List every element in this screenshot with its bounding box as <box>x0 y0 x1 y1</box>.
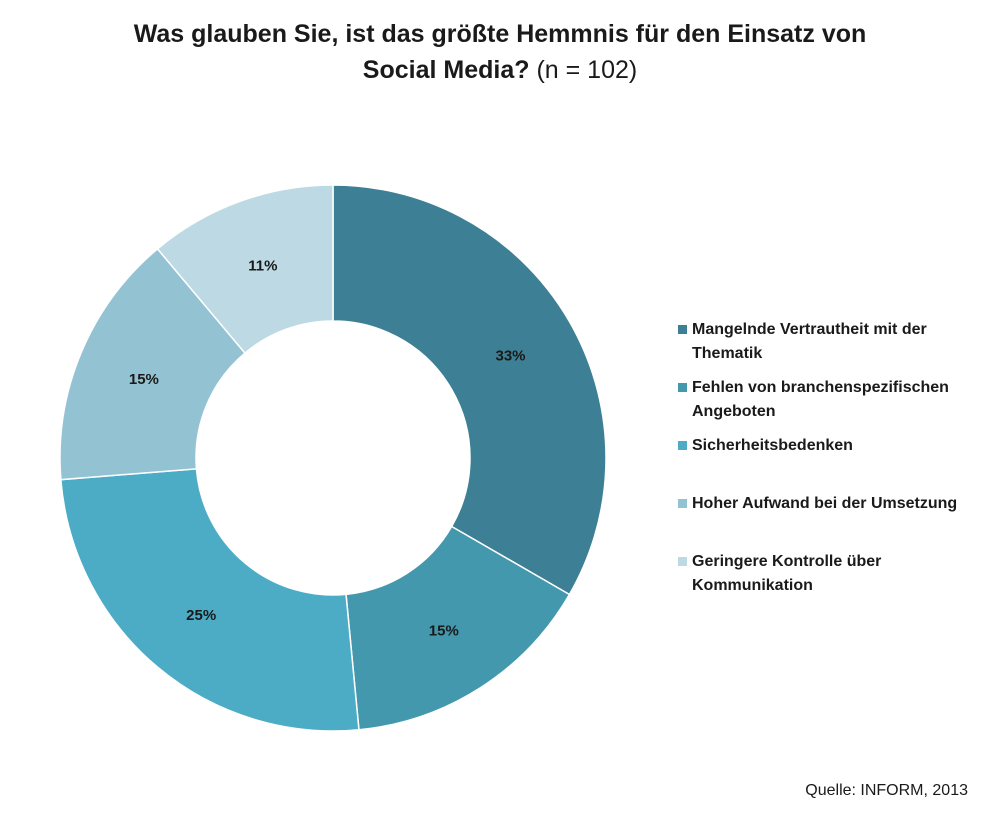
legend-swatch <box>678 441 687 450</box>
legend-swatch <box>678 499 687 508</box>
legend-item-sicherheit: Sicherheitsbedenken <box>678 434 993 458</box>
chart-title-sample-size: (n = 102) <box>529 56 638 84</box>
slice-branchenangebote <box>345 525 571 731</box>
legend-label: Fehlen von branchenspezifischen Angeboten <box>692 379 949 420</box>
donut-labels: 33% 15% 25% 15% 11% <box>129 257 526 639</box>
slice-label-kontrolle: 11% <box>248 257 277 274</box>
legend-swatch <box>678 557 687 566</box>
chart-title: Was glauben Sie, ist das größte Hemmnis … <box>40 16 960 88</box>
slice-label-branchenangebote: 15% <box>429 623 459 640</box>
slice-aufwand <box>59 247 246 481</box>
donut-slices <box>59 184 607 732</box>
legend-item-vertrautheit: Mangelnde Vertrautheit mit der Thematik <box>678 318 993 366</box>
slice-label-aufwand: 15% <box>129 371 159 388</box>
slice-label-sicherheit: 25% <box>186 607 216 624</box>
legend-item-kontrolle: Geringere Kontrolle über Kommunikation <box>678 550 993 598</box>
source-note: Quelle: INFORM, 2013 <box>805 782 968 799</box>
chart-title-line1: Was glauben Sie, ist das größte Hemmnis … <box>133 20 867 48</box>
legend-item-aufwand: Hoher Aufwand bei der Umsetzung <box>678 492 993 516</box>
slice-sicherheit <box>60 468 360 732</box>
slice-vertrautheit <box>332 184 607 596</box>
legend-label: Mangelnde Vertrautheit mit der Thematik <box>692 321 927 362</box>
legend-swatch <box>678 325 687 334</box>
slice-kontrolle <box>156 184 334 355</box>
chart-title-line2: Social Media? <box>362 56 530 84</box>
slice-label-vertrautheit: 33% <box>495 348 525 365</box>
legend-label: Geringere Kontrolle über Kommunikation <box>692 553 882 594</box>
legend-swatch <box>678 383 687 392</box>
legend-item-branchenangebote: Fehlen von branchenspezifischen Angeboten <box>678 376 993 424</box>
legend-label: Hoher Aufwand bei der Umsetzung <box>692 495 958 512</box>
legend-label: Sicherheitsbedenken <box>692 437 853 454</box>
